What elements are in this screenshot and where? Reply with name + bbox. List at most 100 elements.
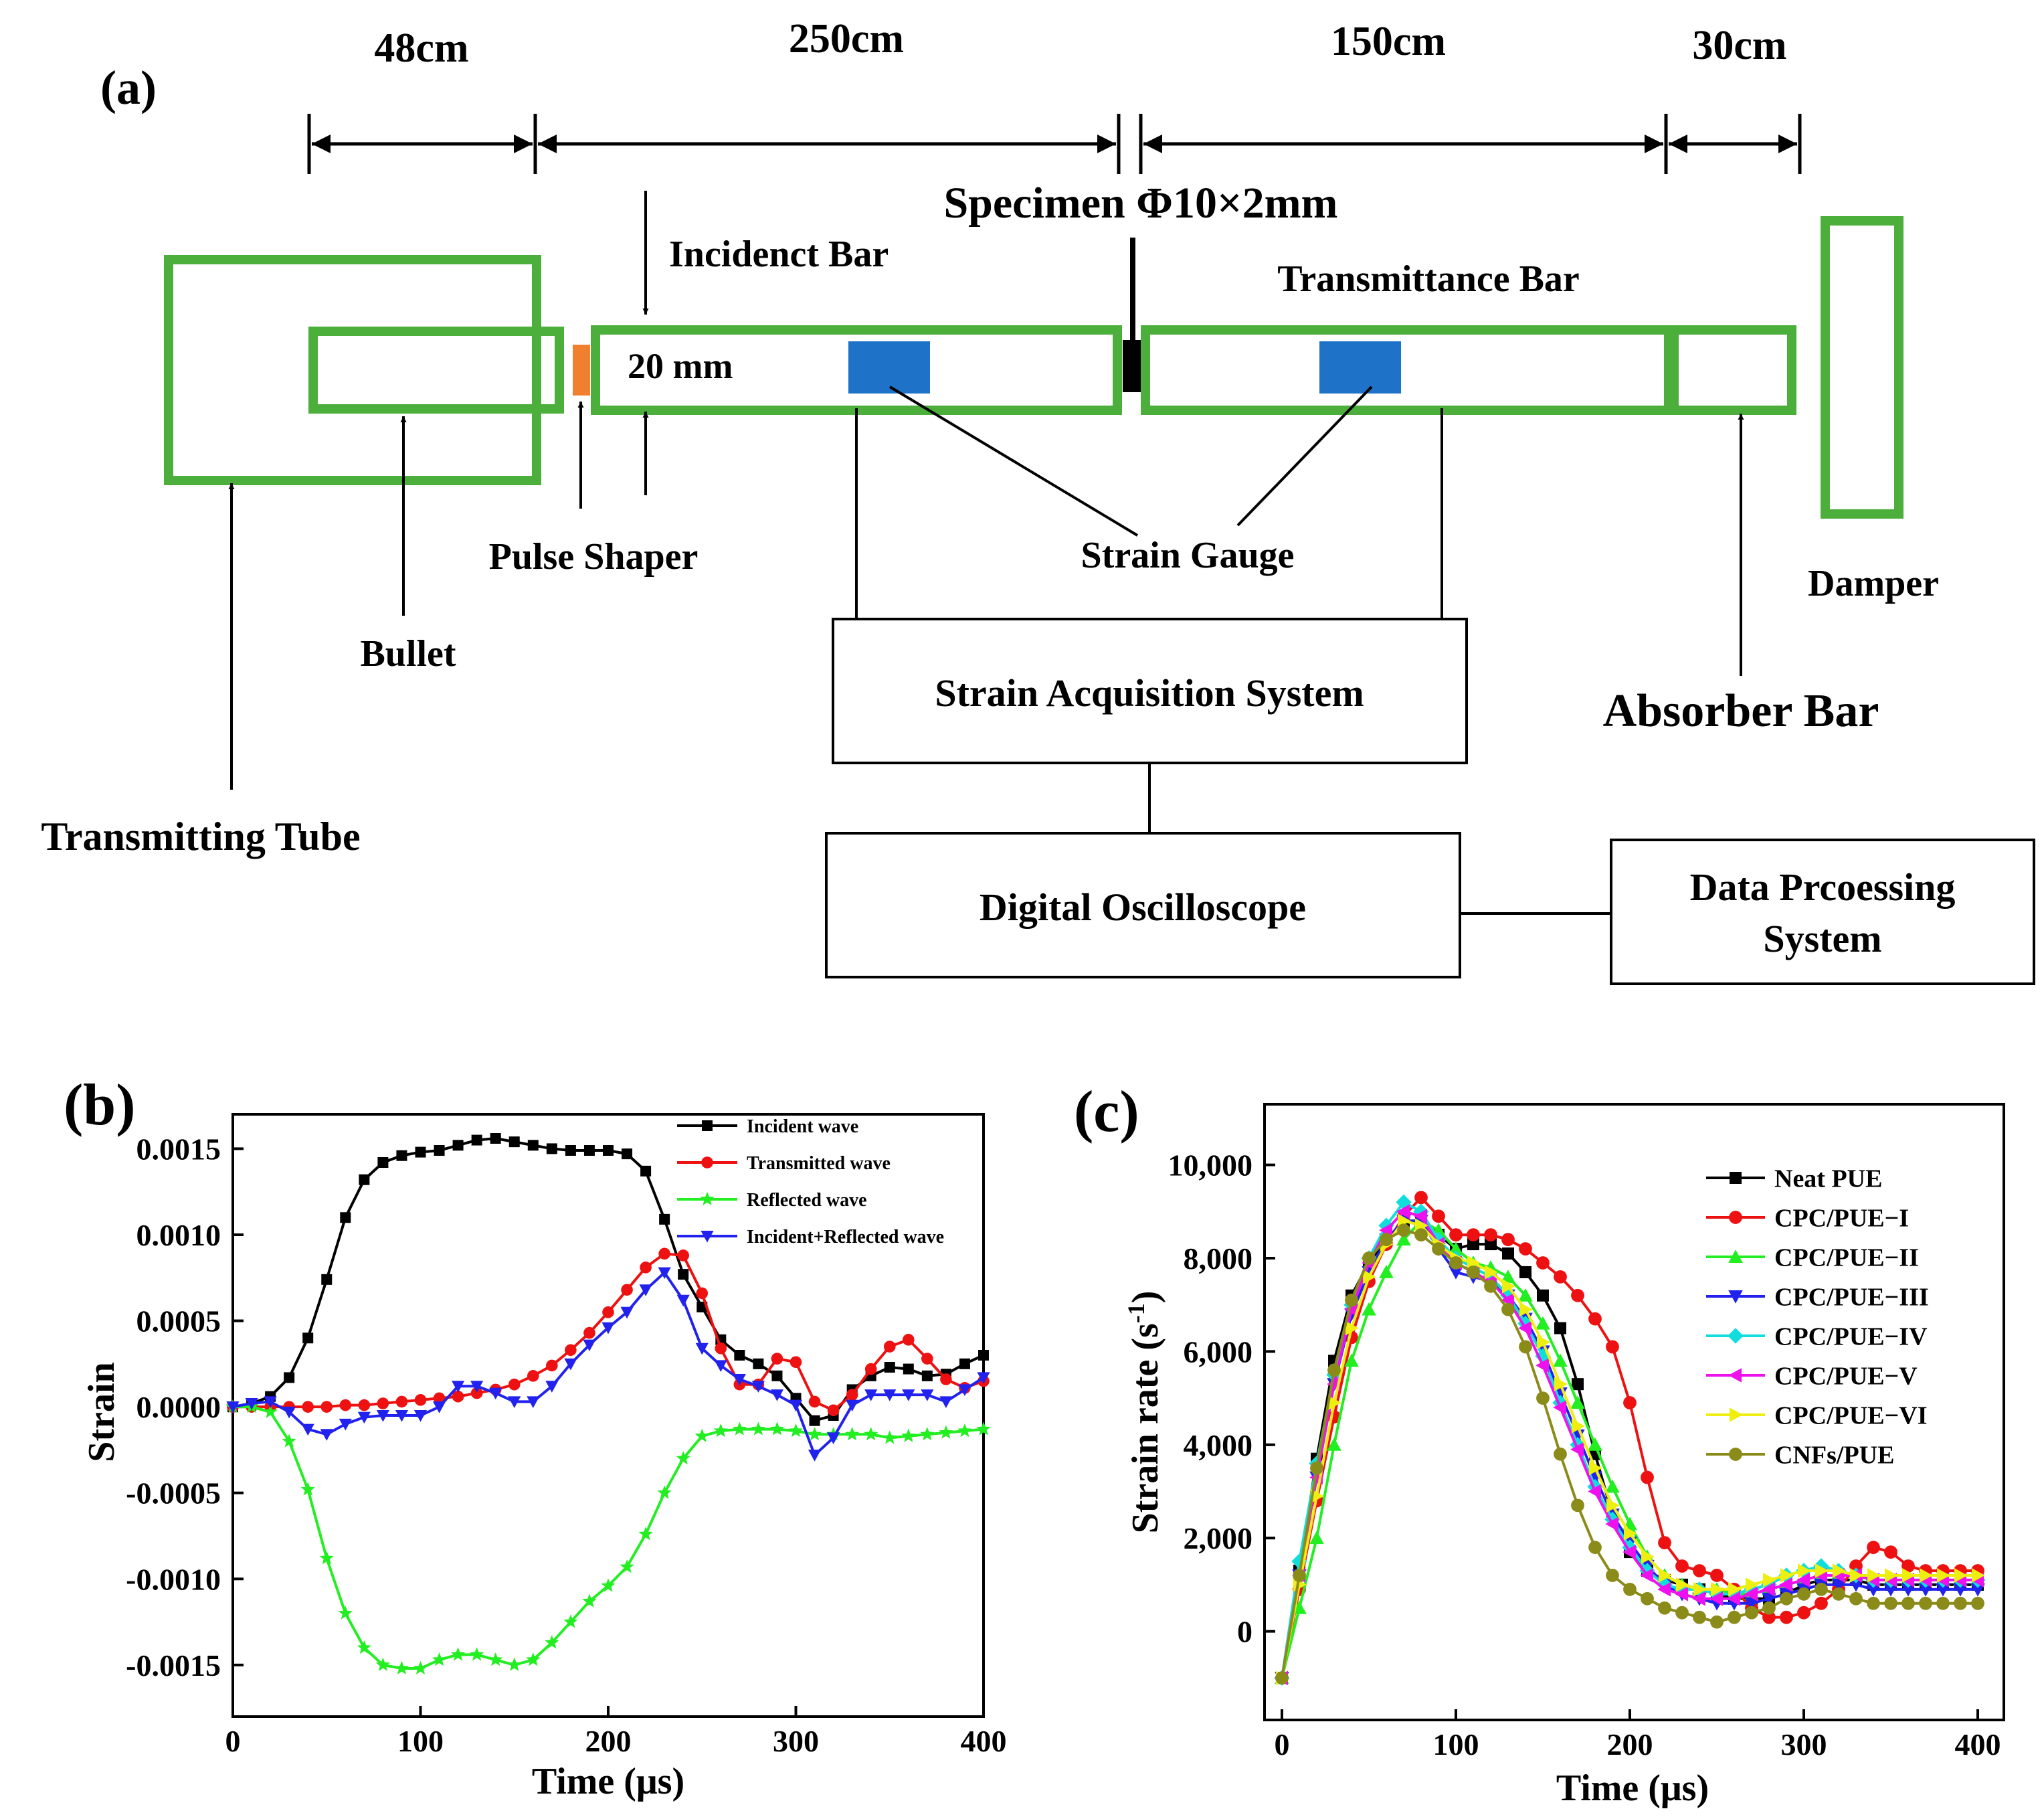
data-point	[1918, 1583, 1933, 1597]
chart-c-xlabel: Time (μs)	[1556, 1767, 1709, 1809]
data-point	[545, 1635, 559, 1649]
dimension-250cm: 250cm	[789, 16, 904, 62]
data-point	[1467, 1238, 1479, 1251]
transmittance-bar	[1141, 325, 1673, 415]
data-point	[808, 1395, 821, 1408]
data-point	[1780, 1568, 1794, 1583]
data-point	[563, 1614, 578, 1628]
data-point	[1710, 1569, 1724, 1582]
data-point	[582, 1593, 597, 1608]
data-point	[433, 1392, 446, 1405]
data-point	[639, 1284, 652, 1296]
data-point	[1658, 1601, 1671, 1615]
data-point	[808, 1450, 822, 1462]
data-point	[1763, 1573, 1776, 1587]
data-point	[1413, 1203, 1429, 1220]
data-point	[1554, 1270, 1567, 1284]
series-incident-reflected-wave	[226, 1267, 990, 1462]
dimension-30cm: 30cm	[1692, 23, 1786, 68]
data-point	[1832, 1587, 1845, 1601]
data-point	[1570, 1395, 1585, 1409]
data-point	[1624, 1526, 1637, 1541]
data-point	[357, 1411, 371, 1424]
y-tick-label: 0.0000	[136, 1390, 221, 1424]
data-point	[320, 1429, 333, 1441]
data-point	[1813, 1558, 1829, 1574]
data-point	[1345, 1293, 1358, 1307]
data-point	[1484, 1279, 1497, 1293]
legend-item: CPC/PUE−III	[1706, 1283, 1929, 1311]
dimension-150cm: 150cm	[1331, 19, 1446, 64]
data-point	[1293, 1569, 1306, 1582]
data-point	[1780, 1610, 1793, 1624]
data-point	[1291, 1553, 1307, 1569]
data-point	[377, 1157, 389, 1168]
data-point	[678, 1269, 689, 1280]
oscilloscope-box	[825, 832, 1461, 978]
data-point	[1883, 1583, 1898, 1597]
data-point	[694, 1428, 709, 1442]
data-point	[1675, 1587, 1688, 1602]
legend-label: CPC/PUE−II	[1774, 1243, 1919, 1272]
data-point	[1640, 1568, 1653, 1583]
data-point	[526, 1652, 541, 1666]
specimen-label: Specimen Φ10×2mm	[943, 179, 1337, 228]
data-point	[1902, 1568, 1916, 1583]
legend-label: CPC/PUE−III	[1774, 1283, 1929, 1311]
data-point	[883, 1340, 896, 1353]
transmitting-tube-label: Transmitting Tube	[41, 814, 360, 859]
data-point	[846, 1399, 859, 1412]
data-point	[340, 1212, 351, 1223]
data-point	[488, 1652, 503, 1666]
data-point	[564, 1358, 577, 1371]
data-point	[603, 1145, 614, 1156]
damper	[1821, 216, 1903, 519]
data-point	[1728, 1582, 1742, 1597]
data-point	[622, 1148, 633, 1160]
data-point	[1936, 1596, 1950, 1610]
chart-b-xlabel: Time (μs)	[532, 1761, 684, 1802]
data-point	[640, 1262, 652, 1274]
data-point	[1536, 1358, 1549, 1373]
panel-a-schematic: (a) 48cm 250cm 150cm 30cm Specimen Φ10×2…	[41, 16, 2035, 985]
x-tick-label: 0	[1275, 1727, 1290, 1761]
data-point	[450, 1647, 466, 1661]
data-point	[375, 1657, 391, 1671]
data-point	[1622, 1545, 1636, 1559]
data-point	[1920, 1568, 1933, 1583]
x-tick-label: 200	[1607, 1727, 1653, 1761]
data-point	[921, 1353, 933, 1365]
data-point	[338, 1606, 353, 1620]
specimen	[1123, 340, 1143, 392]
oscilloscope-label: Digital Oscilloscope	[980, 885, 1306, 929]
data-point	[1780, 1591, 1793, 1606]
data-point	[226, 1401, 240, 1413]
data-point	[676, 1451, 690, 1465]
data-point	[1554, 1377, 1568, 1391]
data-point	[977, 1372, 990, 1385]
data-point	[1762, 1582, 1775, 1597]
data-point	[1693, 1610, 1706, 1624]
data-point	[1536, 1256, 1550, 1270]
x-tick-label: 0	[225, 1724, 241, 1758]
chart-b-ticks: 0 100 200 300 400 -0.0015 -0.0010 -0.0005 0.0000…	[126, 1132, 1006, 1758]
legend-label: CPC/PUE−I	[1774, 1204, 1909, 1232]
data-point	[1849, 1578, 1863, 1592]
data-point	[958, 1384, 971, 1397]
data-point	[1675, 1606, 1689, 1620]
data-point	[658, 1267, 671, 1280]
data-point	[1850, 1568, 1863, 1583]
data-point	[1554, 1447, 1567, 1461]
data-point	[1396, 1194, 1412, 1211]
data-point	[788, 1423, 804, 1438]
legend-item: Reflected wave	[677, 1190, 867, 1211]
legend-item: CPC/PUE−VI	[1706, 1401, 1928, 1430]
chart-c-legend: Neat PUE CPC/PUE−I CPC/PUE−II CPC/PUE−III CP…	[1706, 1164, 1929, 1469]
data-point	[1762, 1601, 1776, 1615]
legend-label: CPC/PUE−VI	[1774, 1401, 1928, 1430]
x-tick-label: 200	[585, 1724, 632, 1758]
data-point	[1362, 1302, 1376, 1316]
data-point	[864, 1427, 878, 1441]
data-point	[1588, 1541, 1602, 1555]
